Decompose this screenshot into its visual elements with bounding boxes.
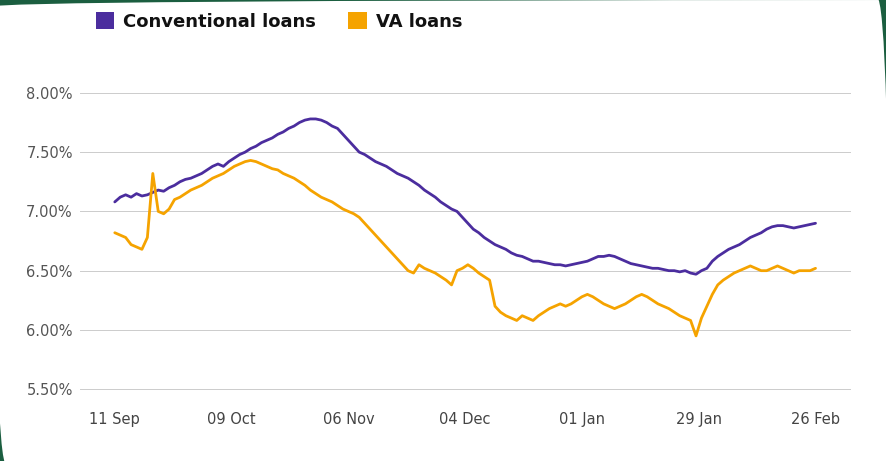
Legend: Conventional loans, VA loans: Conventional loans, VA loans — [89, 5, 470, 38]
